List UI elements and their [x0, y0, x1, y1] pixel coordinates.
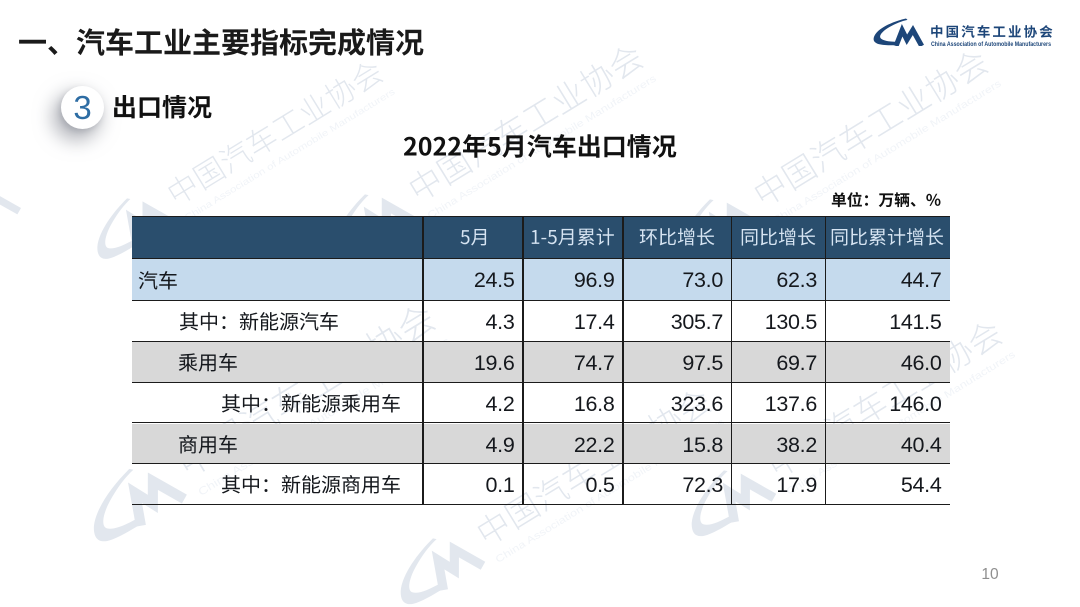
svg-text:China Association of Automobil: China Association of Automobile Manufact… [931, 41, 1051, 48]
